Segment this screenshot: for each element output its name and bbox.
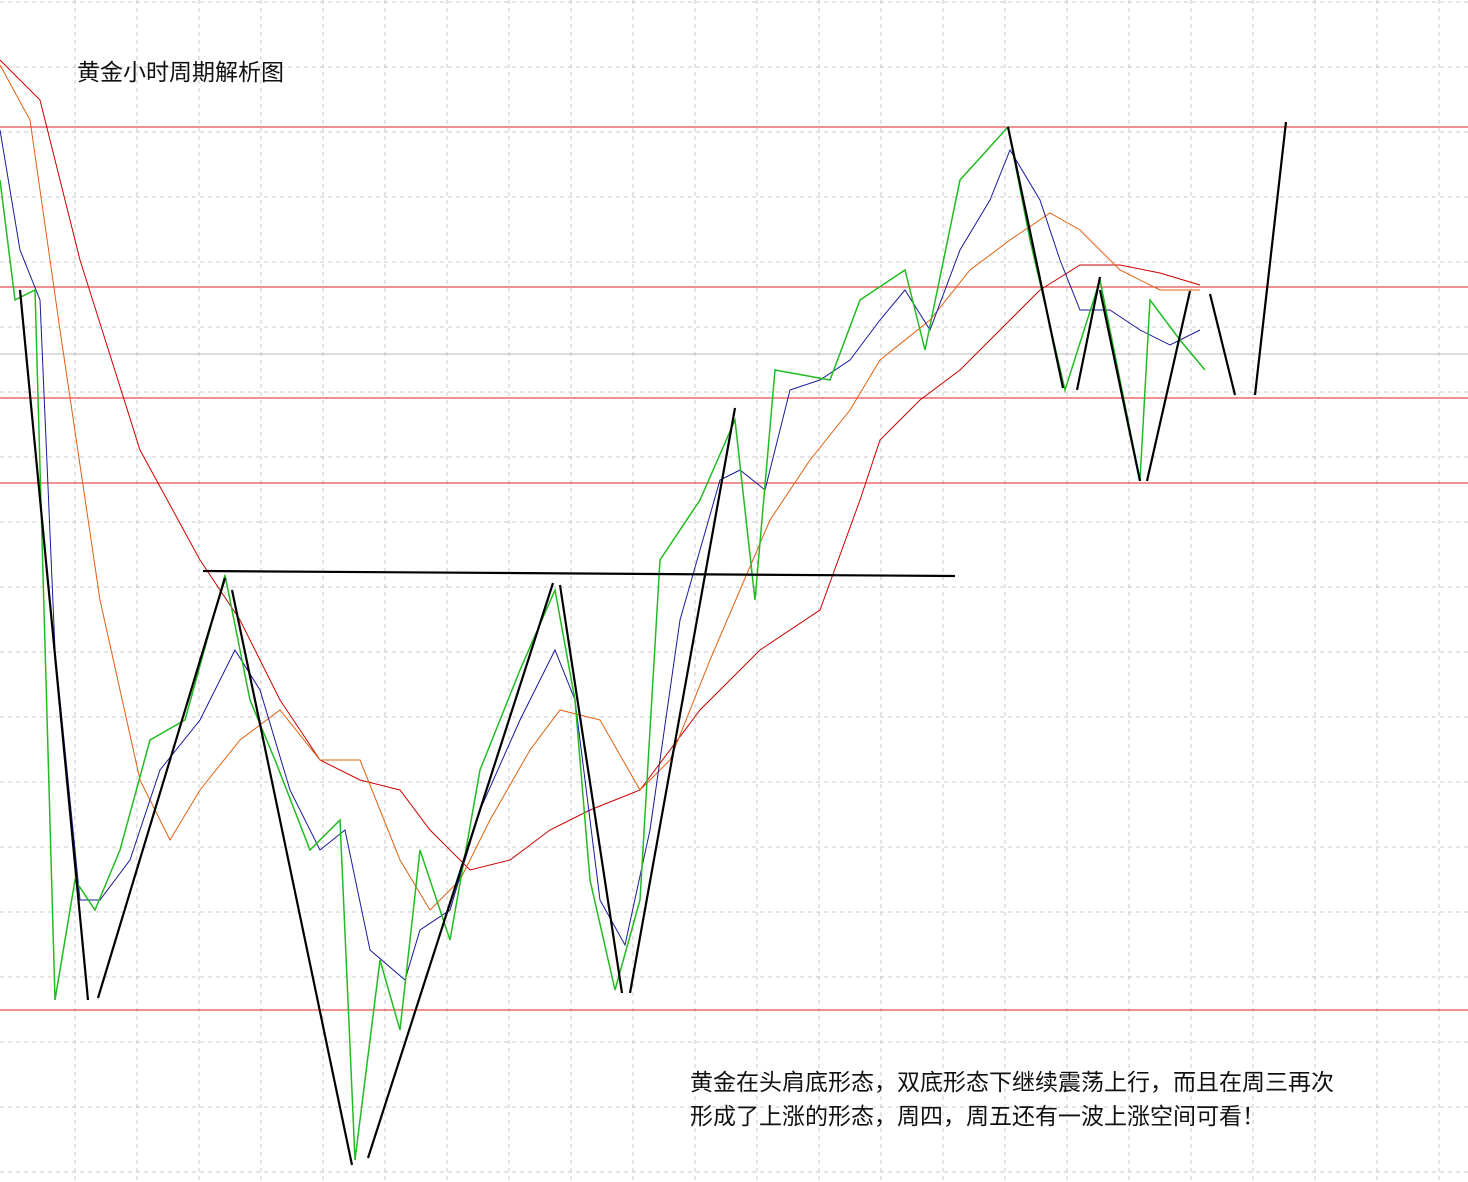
pattern-lines <box>18 121 1288 1166</box>
annotation-line: 形成了上涨的形态，周四，周五还有一波上涨空间可看！ <box>690 1104 1265 1130</box>
slow-ma <box>0 59 1201 871</box>
title: 黄金小时周期解析图 <box>77 60 284 86</box>
levels <box>0 126 1468 1011</box>
fast-ma <box>0 129 1201 981</box>
price-path <box>0 125 1206 1161</box>
annotation-line: 黄金在头肩底形态，双底形态下继续震荡上行，而且在周三再次 <box>690 1070 1334 1096</box>
